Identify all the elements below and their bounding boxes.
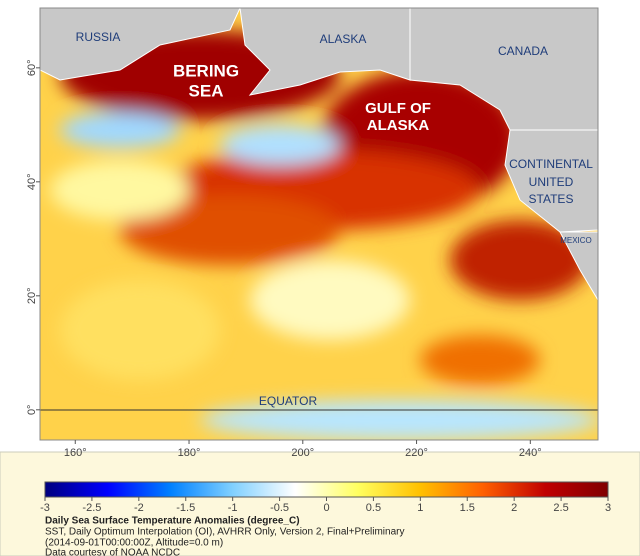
label: GULF OF [365,100,431,117]
lon-tick-label: 160° [64,447,87,459]
label: UNITED [529,175,574,189]
colorbar-tick-label: -3 [40,502,50,514]
colorbar-tick-label: 1.5 [460,502,475,514]
caption: Daily Sea Surface Temperature Anomalies … [45,516,300,527]
colorbar-tick-label: 0 [323,502,329,514]
label: ALASKA [320,32,367,46]
colorbar-tick-label: -2 [134,502,144,514]
label: BERING [173,61,239,80]
lon-tick-label: 200° [291,447,314,459]
map-frame [39,7,599,441]
colorbar-tick-label: -0.5 [270,502,289,514]
lon-tick-label: 240° [519,447,542,459]
label: SEA [189,81,224,100]
colorbar-tick-label: -1.5 [176,502,195,514]
caption: Data courtesy of NOAA NCDC [45,548,180,556]
label: CONTINENTAL [509,157,593,171]
ocean-map [40,8,598,440]
colorbar-tick-label: -1 [228,502,238,514]
caption: (2014-09-01T00:00:00Z, Altitude=0.0 m) [45,538,223,549]
lon-tick-label: 220° [405,447,428,459]
lon-tick-label: 180° [178,447,201,459]
label: CANADA [498,44,548,58]
lat-tick-label: 40° [26,174,38,191]
colorbar-tick-label: 2 [511,502,517,514]
caption: SST, Daily Optimum Interpolation (OI), A… [45,527,404,538]
label: EQUATOR [259,394,318,408]
legend-panel [0,451,640,556]
colorbar-tick-label: 0.5 [366,502,381,514]
colorbar-tick-label: 3 [605,502,611,514]
colorbar [44,481,609,498]
colorbar-tick-label: 1 [417,502,423,514]
label: ALASKA [367,117,430,134]
lat-tick-label: 20° [26,287,38,304]
lat-tick-label: 60° [26,60,38,77]
colorbar-tick-label: -2.5 [82,502,101,514]
label: RUSSIA [76,30,121,44]
lat-tick-label: 0° [26,405,38,416]
label: MEXICO [560,236,592,245]
label: STATES [529,192,574,206]
colorbar-tick-label: 2.5 [553,502,568,514]
